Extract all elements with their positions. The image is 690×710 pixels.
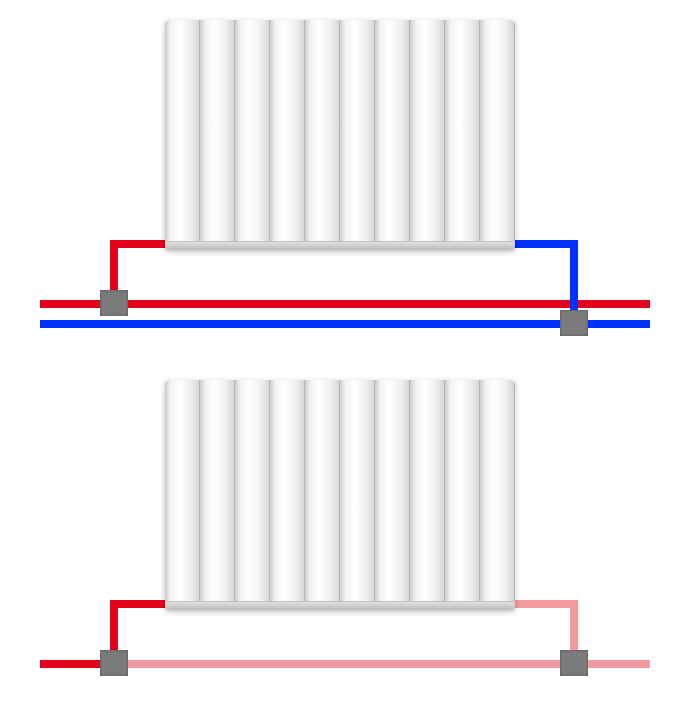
fitting-tee-return [560, 310, 588, 336]
radiator-section [410, 20, 445, 250]
radiator-section [480, 380, 515, 610]
radiator-section [410, 380, 445, 610]
pipe-branch-out [512, 600, 574, 608]
fitting-tee-in [100, 650, 128, 676]
pipe-branch-supply [110, 240, 168, 248]
radiator-section [305, 20, 340, 250]
diagram-one-pipe [0, 360, 690, 710]
pipe-branch-return [512, 240, 574, 248]
pipe-main-return [40, 320, 650, 328]
radiator-section [480, 20, 515, 250]
radiator [165, 20, 515, 250]
radiator-section [375, 380, 410, 610]
radiator-section [375, 20, 410, 250]
pipe-branch-in [110, 600, 168, 608]
radiator-section [235, 380, 270, 610]
radiator-section [165, 20, 200, 250]
radiator-section [340, 20, 375, 250]
pipe-riser-return [570, 240, 578, 320]
radiator [165, 380, 515, 610]
fitting-tee-out [560, 650, 588, 676]
pipe-main-bypass [120, 660, 570, 668]
radiator-section [200, 20, 235, 250]
radiator-base [165, 601, 515, 610]
pipe-main-supply [40, 300, 650, 308]
radiator-section [165, 380, 200, 610]
radiator-section [235, 20, 270, 250]
radiator-section [270, 20, 305, 250]
radiator-section [445, 20, 480, 250]
fitting-tee-supply [100, 290, 128, 316]
radiator-section [340, 380, 375, 610]
radiator-section [445, 380, 480, 610]
radiator-section [270, 380, 305, 610]
radiator-section [200, 380, 235, 610]
diagram-two-pipe [0, 0, 690, 350]
radiator-section [305, 380, 340, 610]
radiator-base [165, 241, 515, 250]
